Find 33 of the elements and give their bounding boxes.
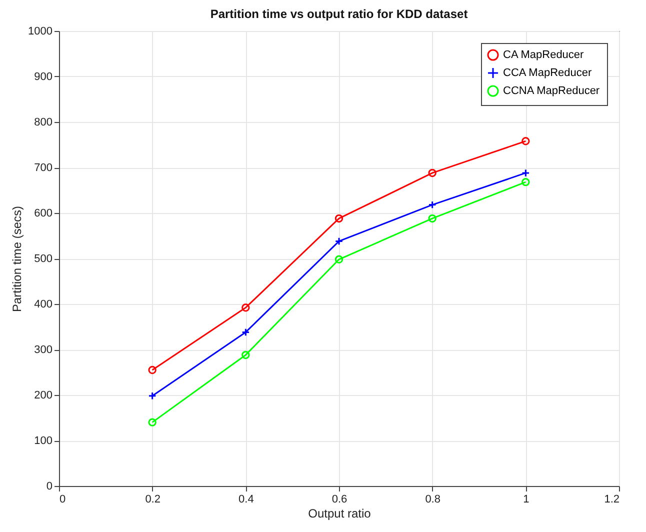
y-tick-label: 900 [34, 71, 52, 83]
point [242, 304, 250, 312]
point [428, 214, 436, 223]
point [242, 350, 250, 360]
x-tick-label: 0.8 [425, 494, 440, 506]
point [428, 168, 436, 178]
point [334, 214, 344, 223]
x-axis-title: Output ratio [308, 506, 372, 520]
x-tick-label: 1.2 [604, 494, 620, 506]
y-tick-label: 600 [34, 208, 52, 220]
chart-title: Partition time vs output ratio for KDD dataset [210, 7, 468, 21]
y-tick-label: 800 [34, 116, 52, 128]
y-tick-label: 500 [34, 253, 52, 265]
point [428, 200, 436, 209]
x-tick-label: 0.6 [332, 494, 348, 506]
y-tick-label: 700 [34, 162, 52, 174]
point [334, 237, 344, 246]
x-tick-label: 0 [60, 494, 66, 506]
legend-label: CA MapReducer [503, 49, 584, 61]
point [242, 328, 250, 336]
legend-label: CCNA MapReducer [503, 85, 600, 97]
point [334, 255, 344, 264]
legend-label: CCA MapReducer [503, 67, 592, 79]
y-tick-label: 0 [46, 480, 52, 492]
y-tick-label: 100 [34, 435, 52, 447]
y-tick-label: 300 [34, 344, 52, 356]
y-tick-label: 1000 [28, 26, 52, 38]
x-tick-label: 0.2 [145, 494, 160, 506]
y-axis-title: Partition time (secs) [10, 206, 24, 312]
y-tick-label: 400 [34, 298, 52, 310]
y-tick-label: 200 [34, 390, 52, 402]
x-tick-label: 1 [523, 494, 530, 506]
x-tick-label: 0.4 [238, 494, 254, 506]
